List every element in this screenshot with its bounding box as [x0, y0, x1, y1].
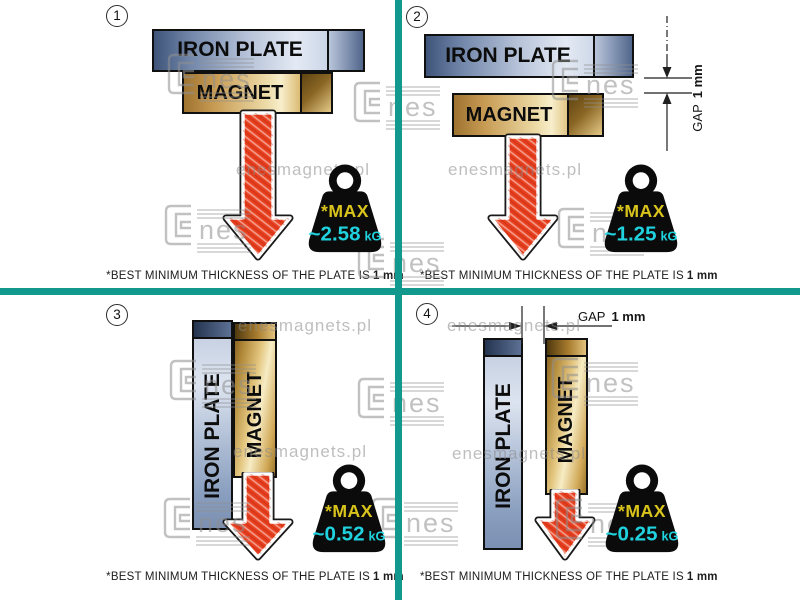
gap-dimension-lines	[452, 306, 612, 344]
enes-logo-text: nes	[586, 368, 636, 398]
weight-value: ~0.52 kG	[313, 522, 386, 545]
enes-logo-watermark: nes	[550, 356, 642, 413]
panel-1-number: 1	[106, 5, 128, 27]
enes-logo-watermark: nes	[550, 58, 642, 115]
iron-plate-end-cap	[327, 31, 363, 70]
magnet-block	[545, 338, 588, 495]
magnet-end-cap	[235, 324, 275, 341]
enes-logo-watermark: nes	[168, 358, 260, 415]
panel-2-number: 2	[406, 6, 428, 28]
magnet-end-cap	[300, 74, 331, 112]
enes-logo-watermark: nes	[162, 496, 254, 553]
weight-value-unit: kG	[364, 228, 381, 243]
gap-value: 1 mm	[690, 64, 705, 99]
footnote-text: *BEST MINIMUM THICKNESS OF THE PLATE IS	[106, 270, 370, 282]
enes-logo-text: nes	[406, 508, 456, 538]
iron-plate-end-cap	[194, 322, 231, 339]
weight-icon: *MAX ~2.58 kG	[308, 164, 382, 253]
watermark-url: enesmagnets.pl	[238, 316, 373, 335]
weight-body	[308, 191, 382, 253]
weight-ring-hole	[633, 472, 651, 489]
weight-value: ~2.58 kG	[309, 222, 382, 245]
weight-value-unit: kG	[660, 228, 677, 243]
gap-dimension-lines	[644, 16, 692, 151]
footnote-bold-value: 1 mm	[686, 571, 718, 583]
iron-plate-block	[152, 29, 365, 72]
panel-4-footnote: *BEST MINIMUM THICKNESS OF THE PLATE IS 1…	[420, 571, 717, 583]
weight-value-number: ~2.58	[309, 222, 361, 245]
gap-text: GAP	[690, 104, 705, 132]
iron-plate-label: IRON PLATE	[445, 44, 571, 67]
magnet-label: MAGNET	[465, 104, 553, 126]
weight-ring-hole	[336, 172, 354, 189]
iron-plate-block	[483, 338, 523, 550]
footnote-bold-value: 1 mm	[686, 270, 718, 282]
weight-value-number: ~0.52	[313, 522, 365, 545]
weight-max-label: *MAX	[321, 201, 369, 221]
weight-max-label: *MAX	[617, 201, 665, 221]
magnet-end-cap	[567, 95, 602, 135]
enes-logo-watermark: nes	[166, 52, 258, 109]
footnote-text: *BEST MINIMUM THICKNESS OF THE PLATE IS	[420, 571, 684, 583]
weight-max-label: *MAX	[325, 501, 373, 521]
vertical-divider	[395, 0, 402, 600]
weight-value: ~0.25 kG	[606, 522, 679, 545]
panel-3-footnote: *BEST MINIMUM THICKNESS OF THE PLATE IS 1…	[105, 571, 405, 583]
enes-logo-text: nes	[199, 215, 249, 245]
horizontal-divider	[0, 288, 800, 295]
weight-value-unit: kG	[661, 528, 678, 543]
iron-plate-end-cap	[485, 340, 521, 357]
watermark-url: enesmagnets.pl	[447, 316, 582, 335]
pull-arrow-down	[487, 133, 559, 261]
panel-3-number: 3	[106, 304, 128, 326]
enes-logo-watermark: nes	[356, 376, 448, 433]
weight-value-unit: kG	[368, 528, 385, 543]
weight-body	[604, 191, 678, 253]
iron-plate-block	[192, 320, 233, 530]
weight-max-label: *MAX	[618, 501, 666, 521]
watermark-url: enesmagnets.pl	[452, 444, 587, 463]
panel-2-footnote: *BEST MINIMUM THICKNESS OF THE PLATE IS 1…	[420, 270, 717, 282]
footnote-text: *BEST MINIMUM THICKNESS OF THE PLATE IS	[420, 270, 684, 282]
enes-logo-text: nes	[586, 70, 636, 100]
panel-4-number: 4	[416, 303, 438, 325]
iron-plate-label: IRON PLATE	[177, 38, 303, 61]
watermark-url: enesmagnets.pl	[448, 160, 583, 179]
enes-logo-watermark: nes	[163, 203, 255, 260]
enes-logo-text: nes	[198, 508, 248, 538]
gap-value: 1 mm	[611, 309, 646, 324]
enes-logo-watermark: nes	[370, 496, 462, 553]
weight-value: ~1.25 kG	[605, 222, 678, 245]
watermark-url: enesmagnets.pl	[233, 442, 368, 461]
gap-text: GAP	[578, 309, 606, 324]
footnote-text: *BEST MINIMUM THICKNESS OF THE PLATE IS	[106, 571, 370, 583]
weight-body	[605, 491, 679, 553]
pull-arrow-down	[222, 472, 294, 561]
weight-ring-hole	[340, 472, 358, 489]
weight-body	[312, 491, 386, 553]
gap-label: GAP 1 mm	[690, 53, 706, 143]
gap-label: GAP 1 mm	[578, 309, 645, 324]
weight-value-number: ~0.25	[606, 522, 658, 545]
weight-icon: *MAX ~0.25 kG	[605, 464, 679, 553]
weight-icon: *MAX ~0.52 kG	[312, 464, 386, 553]
weight-ring-hole	[632, 172, 650, 189]
enes-logo-text: nes	[202, 64, 252, 94]
magnet-end-cap	[547, 340, 586, 357]
enes-logo-text: nes	[204, 370, 254, 400]
weight-icon: *MAX ~1.25 kG	[604, 164, 678, 253]
weight-value-number: ~1.25	[605, 222, 657, 245]
